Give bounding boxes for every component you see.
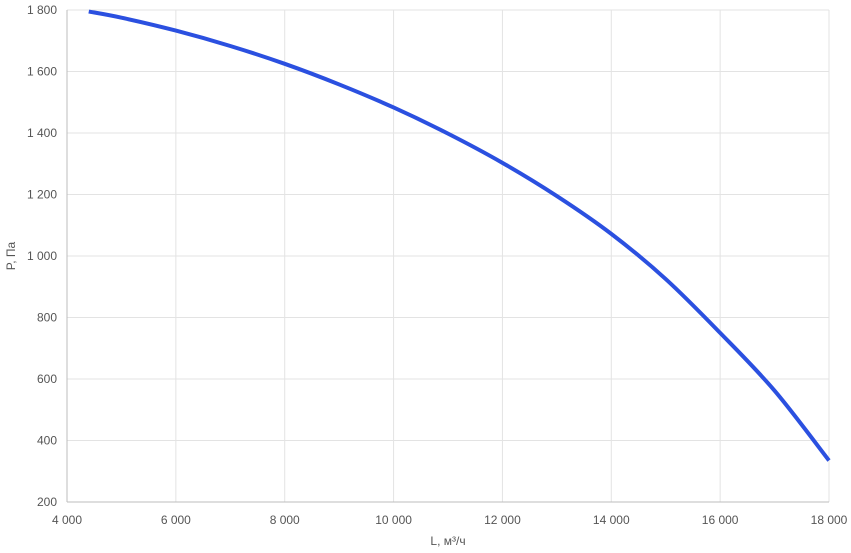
y-tick-label: 400 [37, 434, 57, 448]
axes [66, 10, 829, 503]
x-tick-label: 12 000 [484, 513, 521, 527]
x-tick-label: 4 000 [52, 513, 82, 527]
series-group [88, 9, 831, 462]
x-tick-label: 14 000 [593, 513, 630, 527]
x-tick-label: 10 000 [375, 513, 412, 527]
y-tick-label: 1 800 [27, 3, 57, 17]
y-tick-label: 1 400 [27, 126, 57, 140]
y-axis-title: P, Па [4, 241, 18, 270]
y-tick-label: 800 [37, 311, 57, 325]
y-tick-label: 1 200 [27, 188, 57, 202]
x-tick-label: 8 000 [270, 513, 300, 527]
y-tick-label: 1 600 [27, 65, 57, 79]
y-gridlines [67, 9, 829, 441]
y-tick-label: 600 [37, 372, 57, 386]
y-tick-labels: 200 400 600 800 1 000 1 200 1 400 1 600 1 800 [27, 3, 57, 509]
series-line [88, 9, 831, 462]
x-tick-label: 16 000 [702, 513, 739, 527]
x-tick-label: 18 000 [811, 513, 848, 527]
x-tick-label: 6 000 [161, 513, 191, 527]
x-tick-labels: 4 000 6 000 8 000 10 000 12 000 14 000 16 000 1… [52, 513, 848, 527]
y-tick-label: 200 [37, 495, 57, 509]
x-gridlines [175, 10, 830, 502]
y-tick-label: 1 000 [27, 249, 57, 263]
x-axis-title: L, м³/ч [430, 534, 465, 548]
